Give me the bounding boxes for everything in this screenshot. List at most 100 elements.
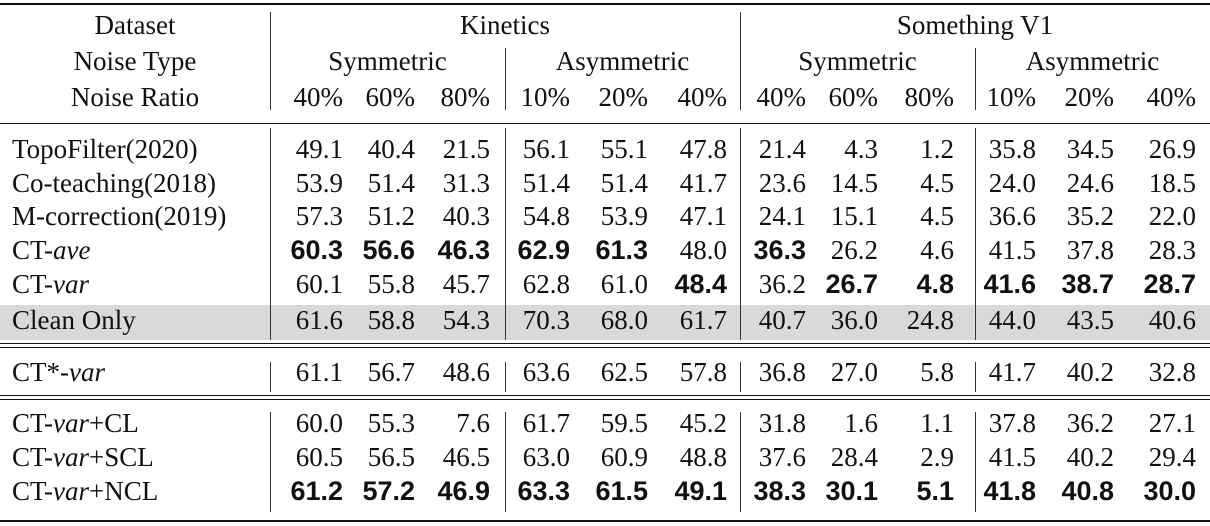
column-divider — [740, 362, 741, 392]
column-divider — [740, 128, 741, 340]
bottom-rule — [0, 520, 1210, 522]
value-cell: 41.6 — [983, 269, 1036, 299]
value-cell: 31.3 — [442, 168, 490, 198]
value-cell: 49.1 — [674, 476, 727, 506]
value-cell: 41.5 — [988, 442, 1036, 472]
value-cell: 68.0 — [600, 305, 648, 335]
value-cell: 57.8 — [679, 357, 727, 387]
value-cell: 62.9 — [517, 235, 570, 265]
value-cell: 1.2 — [920, 134, 954, 164]
top-rule — [0, 3, 1210, 5]
value-cell: 35.8 — [988, 134, 1036, 164]
header-rule — [0, 123, 1210, 124]
dataset-kinetics: Kinetics — [460, 10, 550, 40]
mid-rule-2 — [0, 395, 1210, 396]
value-cell: 2.9 — [920, 442, 954, 472]
value-cell: 45.2 — [679, 408, 727, 438]
value-cell: 21.4 — [758, 134, 806, 164]
value-cell: 47.8 — [679, 134, 727, 164]
value-cell: 57.2 — [362, 476, 415, 506]
value-cell: 48.0 — [679, 235, 727, 265]
value-cell: 31.8 — [758, 408, 806, 438]
method-name: M-correction(2019) — [12, 201, 227, 231]
method-name-variant: var — [53, 442, 90, 472]
value-cell: 61.7 — [522, 408, 570, 438]
value-cell: 61.1 — [295, 357, 343, 387]
value-cell: 46.3 — [437, 235, 490, 265]
value-cell: 1.1 — [920, 408, 954, 438]
value-cell: 55.8 — [367, 269, 415, 299]
value-cell: 28.3 — [1148, 235, 1196, 265]
value-cell: 30.1 — [825, 476, 878, 506]
method-name: CT-var+NCL — [12, 474, 267, 508]
noise-ratio-header: 80% — [440, 82, 491, 112]
noise-ratio-header: 60% — [365, 82, 416, 112]
method-name-prefix: CT*- — [12, 357, 69, 387]
clean-only-shade — [0, 305, 1210, 340]
value-cell: 40.6 — [1148, 305, 1196, 335]
value-cell: 60.1 — [295, 269, 343, 299]
method-name-prefix: CT- — [12, 269, 54, 299]
noise-ratio-header: 60% — [828, 82, 879, 112]
value-cell: 26.7 — [825, 269, 878, 299]
column-divider — [270, 362, 271, 392]
value-cell: 63.0 — [522, 442, 570, 472]
column-divider — [505, 48, 506, 110]
noise-type-sv1-symmetric: Symmetric — [798, 46, 917, 76]
column-divider — [270, 412, 271, 512]
value-cell: 51.4 — [522, 168, 570, 198]
value-cell: 36.3 — [753, 235, 806, 265]
mid-rule-1 — [0, 343, 1210, 344]
value-cell: 58.8 — [367, 305, 415, 335]
value-cell: 61.6 — [295, 305, 343, 335]
value-cell: 1.6 — [844, 408, 878, 438]
value-cell: 40.8 — [1061, 476, 1114, 506]
value-cell: 51.2 — [367, 201, 415, 231]
value-cell: 46.9 — [437, 476, 490, 506]
method-name-variant: var — [53, 408, 90, 438]
value-cell: 41.7 — [679, 168, 727, 198]
value-cell: 61.7 — [679, 305, 727, 335]
value-cell: 34.5 — [1066, 134, 1114, 164]
noise-ratio-header: 40% — [293, 82, 344, 112]
value-cell: 22.0 — [1148, 201, 1196, 231]
method-name-variant: var — [69, 357, 105, 387]
value-cell: 51.4 — [367, 168, 415, 198]
noise-type-label: Noise Type — [73, 46, 197, 76]
mid-rule-2b — [0, 399, 1210, 400]
value-cell: 4.3 — [844, 134, 878, 164]
column-divider — [975, 128, 976, 340]
value-cell: 47.1 — [679, 201, 727, 231]
value-cell: 56.1 — [522, 134, 570, 164]
column-divider — [975, 362, 976, 392]
value-cell: 36.8 — [758, 357, 806, 387]
value-cell: 41.5 — [988, 235, 1036, 265]
noise-ratio-label: Noise Ratio — [70, 82, 200, 112]
noise-ratio-header: 10% — [520, 82, 571, 112]
value-cell: 61.3 — [595, 235, 648, 265]
value-cell: 56.7 — [367, 357, 415, 387]
noise-ratio-header: 40% — [756, 82, 807, 112]
value-cell: 43.5 — [1066, 305, 1114, 335]
value-cell: 37.8 — [1066, 235, 1114, 265]
value-cell: 5.1 — [916, 476, 954, 506]
method-name: Co-teaching(2018) — [12, 168, 216, 198]
column-divider — [740, 412, 741, 512]
value-cell: 61.2 — [290, 476, 343, 506]
value-cell: 14.5 — [830, 168, 878, 198]
value-cell: 62.8 — [522, 269, 570, 299]
dataset-label: Dataset — [94, 10, 176, 40]
value-cell: 29.4 — [1148, 442, 1196, 472]
value-cell: 27.1 — [1148, 408, 1196, 438]
value-cell: 18.5 — [1148, 168, 1196, 198]
column-divider — [740, 12, 741, 110]
value-cell: 4.6 — [920, 235, 954, 265]
value-cell: 38.3 — [753, 476, 806, 506]
method-name-prefix: CT- — [12, 408, 54, 438]
method-name-suffix: +CL — [89, 408, 139, 438]
value-cell: 53.9 — [600, 201, 648, 231]
value-cell: 36.6 — [988, 201, 1036, 231]
method-name-variant: var — [53, 269, 90, 299]
method-name: CT-var — [12, 267, 267, 301]
value-cell: 37.6 — [758, 442, 806, 472]
